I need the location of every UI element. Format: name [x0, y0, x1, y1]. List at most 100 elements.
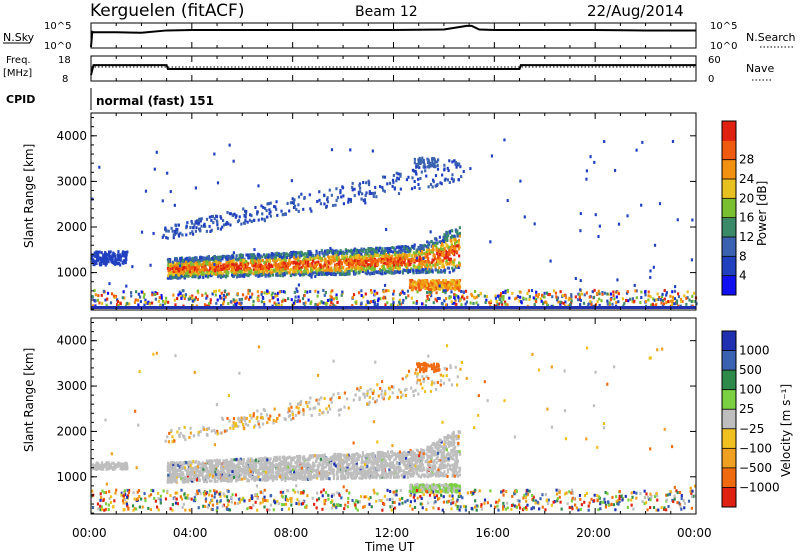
power-echo-pixel	[249, 270, 252, 274]
power-echo-pixel	[274, 292, 277, 296]
power-echo-pixel	[260, 204, 263, 208]
power-echo-pixel	[258, 272, 261, 276]
power-echo-pixel	[373, 270, 376, 274]
power-echo-pixel	[108, 250, 111, 254]
power-echo-pixel	[370, 191, 373, 195]
power-echo-pixel	[336, 300, 339, 304]
power-echo-pixel	[233, 274, 236, 278]
power-echo-pixel	[234, 268, 237, 272]
power-echo-pixel	[240, 297, 243, 301]
power-echo-pixel	[373, 191, 377, 195]
power-echo-pixel	[278, 252, 281, 256]
power-echo-pixel	[453, 250, 456, 254]
power-echo-pixel	[579, 303, 582, 307]
power-echo-pixel	[450, 300, 453, 304]
power-echo-pixel	[652, 297, 655, 301]
power-echo-pixel	[212, 269, 215, 273]
power-echo-pixel	[397, 172, 400, 176]
power-echo-pixel	[592, 295, 596, 299]
power-echo-pixel	[176, 297, 179, 301]
power-echo-pixel	[208, 215, 211, 219]
power-echo-pixel	[446, 282, 449, 286]
power-echo-pixel	[172, 272, 175, 276]
power-echo-pixel	[91, 295, 94, 299]
power-echo-pixel	[281, 257, 284, 261]
power-echo-pixel	[567, 298, 570, 302]
velocity-echo-pixel	[303, 461, 306, 465]
power-echo-pixel	[353, 255, 356, 259]
power-echo-pixel	[308, 262, 311, 266]
power-echo-pixel	[431, 160, 434, 164]
power-echo-pixel	[231, 265, 234, 269]
power-echo-pixel	[310, 209, 313, 213]
power-echo-pixel	[263, 302, 266, 306]
power-echo-pixel	[485, 295, 488, 299]
power-echo-pixel	[214, 289, 218, 293]
velocity-echo-pixel	[168, 480, 171, 484]
power-echo-pixel	[182, 258, 185, 262]
power-echo-pixel	[391, 303, 394, 307]
power-echo-pixel	[310, 257, 314, 261]
power-echo-pixel	[579, 288, 582, 292]
power-echo-pixel	[591, 290, 594, 294]
power-echo-pixel	[681, 299, 684, 303]
power-echo-pixel	[100, 251, 103, 255]
power-echo-pixel	[173, 265, 176, 269]
power-echo-pixel	[161, 235, 164, 239]
power-echo-pixel	[128, 302, 131, 306]
power-echo-pixel	[608, 303, 611, 307]
power-echo-pixel	[324, 257, 327, 261]
power-echo-pixel	[372, 194, 375, 198]
power-echo-pixel	[327, 249, 330, 253]
velocity-echo-pixel	[456, 452, 459, 456]
power-echo-pixel	[351, 255, 354, 259]
power-echo-pixel	[432, 260, 435, 264]
power-echo-pixel	[259, 254, 262, 258]
power-echo-pixel	[244, 212, 248, 216]
power-echo-pixel	[254, 262, 257, 266]
nave-tick-bottom: 0	[708, 74, 714, 85]
power-echo-pixel	[360, 255, 363, 259]
power-echo-pixel	[448, 231, 452, 235]
power-echo-pixel	[325, 204, 328, 208]
power-echo-pixel	[212, 221, 215, 225]
power-echo-pixel	[303, 265, 306, 269]
power-echo-pixel	[331, 248, 334, 252]
power-echo-pixel	[345, 267, 348, 271]
power-echo-pixel	[499, 297, 502, 301]
power-echo-pixel	[235, 263, 238, 267]
power-echo-pixel	[290, 260, 293, 264]
power-echo-pixel	[302, 253, 305, 257]
power-echo-pixel	[570, 293, 573, 297]
power-echo-pixel	[325, 271, 329, 275]
power-echo-pixel	[420, 256, 423, 260]
power-echo-pixel	[186, 265, 189, 269]
power-echo-pixel	[297, 295, 300, 299]
power-echo-pixel	[218, 289, 221, 293]
power-echo-pixel	[570, 295, 573, 299]
power-echo-pixel	[452, 238, 455, 242]
power-echo-pixel	[225, 269, 228, 273]
velocity-echo-pixel	[432, 473, 435, 477]
power-echo-pixel	[258, 260, 261, 264]
power-echo-pixel	[272, 263, 276, 267]
power-echo-pixel	[395, 250, 398, 254]
power-echo-pixel	[418, 255, 421, 259]
power-echo-pixel	[432, 288, 435, 292]
power-echo-pixel	[417, 158, 420, 162]
velocity-echo-pixel	[382, 473, 385, 477]
power-echo-pixel	[195, 260, 199, 264]
power-echo-pixel	[665, 293, 668, 297]
power-echo-pixel	[186, 221, 189, 225]
power-echo-pixel	[340, 273, 344, 277]
power-echo-pixel	[209, 230, 212, 234]
power-echo-pixel	[552, 289, 556, 293]
power-echo-pixel	[370, 291, 373, 295]
power-echo-pixel	[297, 283, 300, 287]
power-echo-pixel	[362, 295, 365, 299]
power-echo-pixel	[140, 290, 143, 294]
power-echo-pixel	[405, 254, 408, 258]
power-echo-pixel	[116, 261, 119, 265]
power-echo-pixel	[499, 292, 503, 296]
power-echo-pixel	[97, 253, 100, 257]
